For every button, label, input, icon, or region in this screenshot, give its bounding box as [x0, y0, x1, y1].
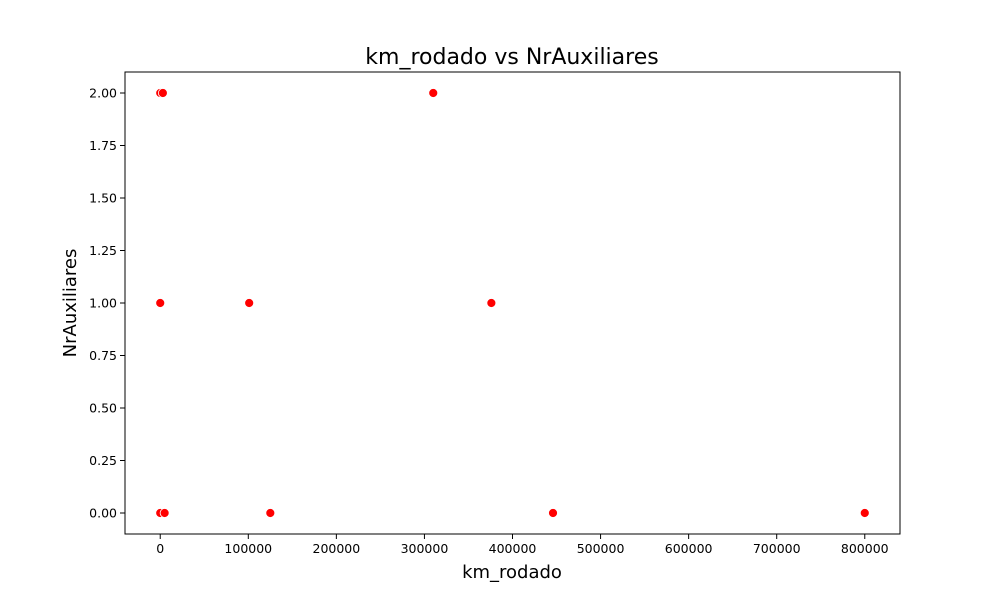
y-tick-label: 0.50 [89, 401, 117, 416]
x-axis-label: km_rodado [462, 562, 562, 583]
scatter-point [548, 508, 558, 518]
x-tick-label: 400000 [489, 541, 537, 556]
scatter-point [244, 298, 255, 308]
plot-area [155, 88, 870, 518]
x-tick-label: 300000 [401, 541, 449, 556]
scatter-point [155, 298, 166, 308]
y-tick-label: 1.75 [89, 138, 117, 153]
y-tick-label: 1.00 [89, 296, 117, 311]
scatter-point [428, 88, 439, 98]
scatter-point [265, 508, 276, 518]
chart-title: km_rodado vs NrAuxiliares [365, 45, 658, 70]
y-tick-label: 0.75 [89, 348, 117, 363]
y-tick-label: 0.00 [89, 506, 117, 521]
x-tick-label: 200000 [313, 541, 361, 556]
y-tick-label: 0.25 [89, 453, 117, 468]
x-tick-label: 800000 [841, 541, 889, 556]
y-axis-label: NrAuxiliares [60, 249, 81, 358]
x-tick-label: 100000 [224, 541, 272, 556]
scatter-point [159, 508, 170, 518]
y-axis: 0.00 0.25 0.50 0.75 1.00 1.25 1.50 1.75 2.00 [89, 86, 125, 521]
x-tick-label: 600000 [665, 541, 713, 556]
x-tick-label: 0 [156, 541, 164, 556]
scatter-point [157, 88, 168, 98]
y-tick-label: 2.00 [89, 86, 117, 101]
x-tick-label: 500000 [577, 541, 625, 556]
scatter-point [486, 298, 497, 308]
scatter-point [859, 508, 870, 518]
x-tick-label: 700000 [753, 541, 801, 556]
y-tick-label: 1.25 [89, 243, 117, 258]
y-tick-label: 1.50 [89, 191, 117, 206]
x-axis: 0 100000 200000 300000 400000 500000 600000 700… [156, 534, 889, 556]
plot-frame [124, 71, 901, 535]
